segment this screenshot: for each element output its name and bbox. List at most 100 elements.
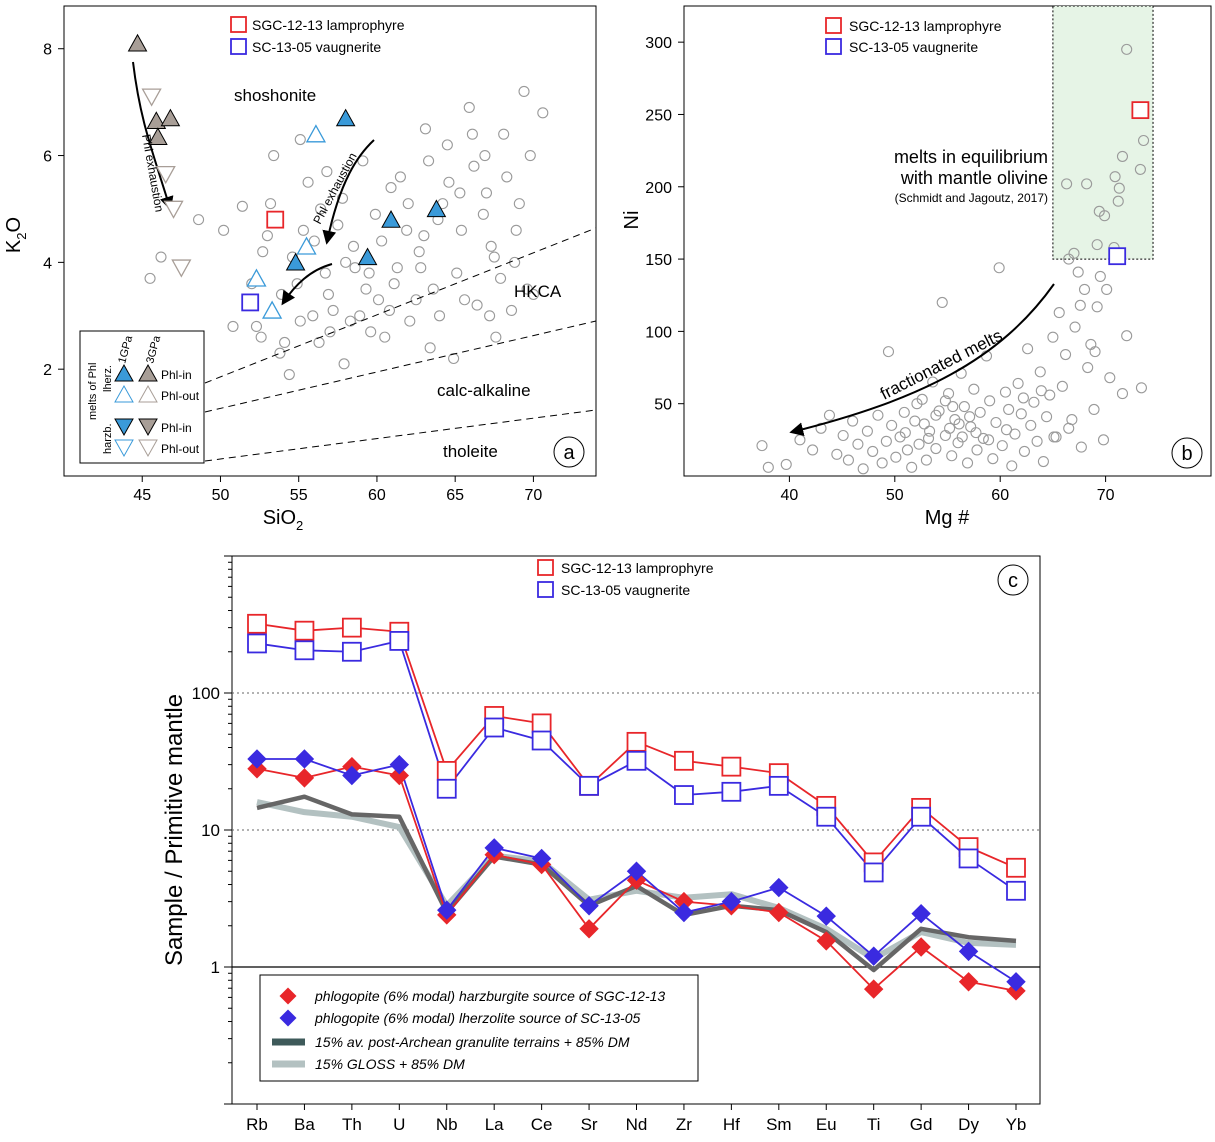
lherz-1gpa-phl-out-point	[262, 300, 283, 319]
series-1-square-point	[1006, 880, 1026, 901]
field-shoshonite: shoshonite	[234, 86, 316, 105]
panel-b-bg-point	[861, 425, 873, 437]
series-3-diamond-point	[294, 749, 315, 769]
series-1-square-point	[294, 640, 315, 661]
series-3-diamond-point	[484, 838, 504, 858]
panel-b-bg-point	[1085, 338, 1097, 350]
inset-harzb-phl-in-label: Phl-in	[161, 421, 192, 435]
panel-b-bg-point	[924, 425, 936, 437]
panel-a-bg-point	[513, 198, 525, 210]
panel-b-ytick-label: 300	[645, 35, 672, 52]
panel-c-xtick-label: Ba	[294, 1115, 315, 1134]
series-3-diamond-point	[674, 902, 694, 923]
panel-c-xtick-label: Zr	[676, 1115, 692, 1134]
panel-a-bg-point	[360, 283, 372, 295]
panel-c-xtick-label: Eu	[816, 1115, 837, 1134]
panel-b-bg-point	[974, 406, 986, 418]
panel-c-badge	[997, 564, 1029, 596]
panel-a-bg-point	[468, 160, 480, 172]
panel-a-bg-point	[379, 331, 391, 343]
panel-b-ytick-label: 100	[645, 324, 672, 341]
panel-a-bg-point	[418, 230, 430, 242]
panel-b-bg-point	[1031, 435, 1043, 447]
panel-b-bg-point	[1003, 403, 1015, 416]
panel-a-bg-point	[498, 128, 510, 140]
panel-a-bg-point	[394, 171, 406, 183]
panel-a-bg-point	[363, 267, 375, 279]
panel-b-bg-point	[1048, 431, 1060, 443]
series-3-diamond-point	[437, 900, 457, 920]
legend-a-sgc-label: SGC-12-13 lamprophyre	[252, 17, 405, 33]
panel-b-bg-point	[1091, 301, 1103, 313]
panel-b-bg-point	[1112, 195, 1124, 207]
legend-b-sc-swatch	[825, 38, 842, 55]
panel-b-bg-point	[1012, 377, 1024, 389]
sgc-sample-point-b	[1131, 101, 1150, 120]
box-label-line2: with mantle olivine	[900, 168, 1048, 188]
panel-c-spider-diagram: Rb Ba Th U Nb La Ce Sr Nd Zr Hf Sm Eu Ti Gd Dy Yb 1 10 100…	[161, 555, 1041, 1134]
lherz-1gpa-phl-in-point	[335, 108, 356, 127]
legend-c-sgc-swatch	[537, 559, 554, 576]
inset-legend: melts of Phl lherz. harzb. 1GPa 3GPa Phl…	[79, 330, 205, 464]
panel-b-bg-point	[815, 422, 827, 434]
panel-b-bg-point	[947, 401, 959, 413]
panel-b-ytick-label: 200	[645, 180, 672, 197]
harz-3gpa-phl-in-point	[127, 33, 148, 52]
panel-a-bg-point	[415, 262, 427, 274]
panel-b-bg-point	[944, 422, 956, 434]
panel-b-xtick-label: 40	[781, 487, 799, 504]
series-2-diamond-point	[958, 972, 979, 992]
series-0-square-point	[1006, 857, 1026, 878]
legend-c-sc-label: SC-13-05 vaugnerite	[561, 582, 690, 598]
legend-c-sgc-label: SGC-12-13 lamprophyre	[561, 560, 714, 576]
panel-a-bg-point	[227, 320, 239, 333]
panel-c-x-ticks: Rb Ba Th U Nb La Ce Sr Nd Zr Hf Sm Eu Ti Gd Dy Yb	[246, 1104, 1026, 1134]
phl-exhaustion-arrow-2	[322, 139, 375, 245]
panel-a-bg-point	[424, 342, 436, 354]
box-label-line1: melts in equilibrium	[894, 147, 1048, 167]
panel-a-bg-point	[477, 208, 489, 220]
series-3-diamond-point	[1006, 972, 1026, 992]
panel-a-bg-point	[455, 224, 467, 236]
panel-a-bg-point	[319, 267, 331, 279]
panel-b-bg-point	[952, 437, 964, 449]
panel-c-xtick-label: Yb	[1006, 1115, 1027, 1134]
panel-b-bg-point	[1098, 210, 1111, 222]
panel-a-bg-point	[324, 326, 336, 338]
panel-a-bg-point	[480, 187, 493, 199]
panel-b-bg-point	[909, 415, 921, 427]
panel-a-bg-point	[401, 224, 413, 236]
series-1-square-point	[531, 730, 552, 751]
panel-a-bg-point	[385, 182, 397, 194]
panel-b-bg-point	[953, 418, 965, 430]
panel-b-bg-point	[1116, 388, 1129, 400]
panel-c-ytick-label: 1	[211, 958, 220, 977]
panel-b-bg-point	[1050, 431, 1062, 443]
panel-c-lower-legend: phlogopite (6% modal) harzburgite source…	[259, 974, 699, 1082]
harz-3gpa-phl-out-point	[141, 88, 162, 107]
panel-b-bg-point	[1116, 150, 1129, 162]
panel-b-bg-point	[1061, 178, 1073, 190]
series-3-diamond-point	[531, 848, 552, 869]
panel-c-xtick-label: Th	[342, 1115, 362, 1134]
panel-b-bg-point	[965, 421, 977, 433]
inset-lherz-phl-out-label: Phl-out	[161, 389, 200, 403]
panel-a-bg-point	[454, 187, 466, 199]
panel-a-bg-point	[354, 310, 366, 322]
field-tholeite: tholeite	[443, 442, 498, 461]
panel-a-bg-point	[376, 235, 388, 247]
panel-a-bg-point	[193, 214, 205, 226]
panel-b-bg-point	[1109, 171, 1121, 183]
panel-b-bg-point	[999, 386, 1012, 398]
panel-a-bg-point	[391, 262, 403, 274]
panel-b-bg-point	[837, 429, 849, 442]
legend-b-sgc-swatch	[825, 17, 842, 34]
series-3-diamond-point	[247, 749, 267, 769]
panel-c-ytick-label: 10	[201, 821, 220, 840]
series-3-diamond-point	[911, 903, 931, 924]
panel-a-x-ticks: 45 50 55 60 65 70	[133, 476, 542, 504]
series-1-square-point	[341, 641, 362, 662]
panel-b-bg-point	[794, 434, 806, 446]
legend-harzburgite-label: phlogopite (6% modal) harzburgite source…	[314, 988, 665, 1004]
panel-b-bg-point	[876, 457, 888, 469]
